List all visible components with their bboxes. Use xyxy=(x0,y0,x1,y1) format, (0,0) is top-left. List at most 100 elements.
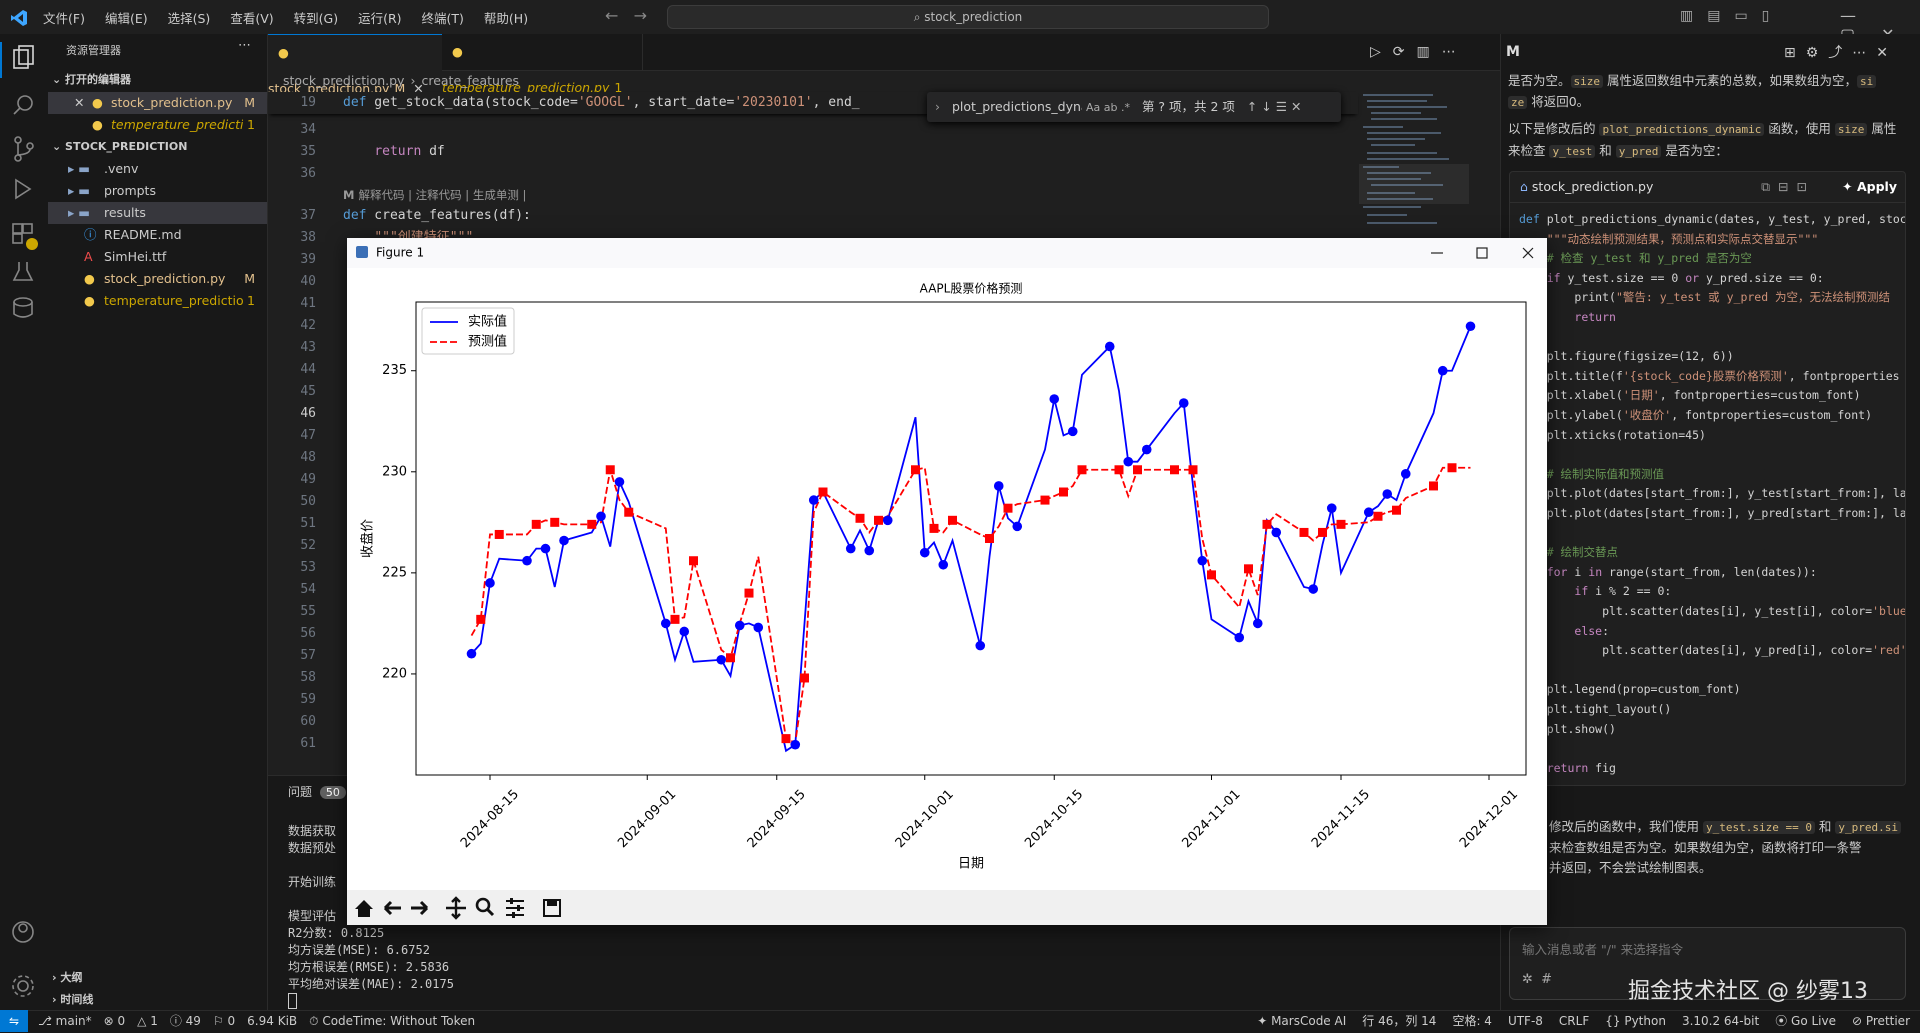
chat-code-line: return xyxy=(1574,310,1616,324)
status-item[interactable]: 3.10.2 64-bit xyxy=(1682,1010,1759,1032)
panel-tab[interactable]: 问题 50 xyxy=(288,782,346,803)
tab-close[interactable]: ✕ xyxy=(413,81,424,96)
find-input[interactable]: plot_predictions_dynai xyxy=(951,99,1082,114)
menu-item[interactable]: 选择(S) xyxy=(167,10,211,26)
status-item[interactable]: CRLF xyxy=(1559,1010,1589,1032)
marker xyxy=(726,653,735,663)
marker xyxy=(1234,632,1245,643)
open-editors-header[interactable]: ⌄ 打开的编辑器 xyxy=(52,73,132,86)
codelens-text: 解释代码 | 注释代码 | 生成单测 | xyxy=(358,188,527,202)
menu-item[interactable]: 查看(V) xyxy=(230,10,274,26)
tree-item[interactable]: ⓘ README.md xyxy=(48,224,267,246)
apply-button[interactable]: ✦ Apply xyxy=(1842,179,1897,194)
open-editor-item[interactable]: ✕ ● stock_prediction.py M xyxy=(48,92,267,114)
status-item[interactable]: ⊘ Prettier xyxy=(1851,1014,1910,1028)
marker xyxy=(1400,469,1411,479)
editor-tab[interactable]: ● temperature_prediction.py 1 xyxy=(442,34,643,95)
outline-header-label: 大纲 xyxy=(60,971,83,984)
terminal-line: 均方误差(MSE): 6.6752 xyxy=(288,943,430,957)
chat-input-tools[interactable]: ✲ # xyxy=(1522,972,1553,987)
code-text: return df xyxy=(374,144,445,159)
chat-text-line: 来检查数组是否为空。如果数组为空，函数将打印一条警 xyxy=(1549,837,1862,856)
line-number: 38 xyxy=(300,230,316,245)
sidebar-more[interactable]: ⋯ xyxy=(238,38,251,53)
chat-actions[interactable]: ⊞⚙⤴⋯✕ xyxy=(1784,45,1899,61)
status-item[interactable]: 6.94 KiB xyxy=(247,1010,297,1032)
python-icon: ● xyxy=(84,293,95,308)
menu-item[interactable]: 运行(R) xyxy=(358,10,402,26)
status-item[interactable]: △ 1 xyxy=(137,1014,158,1028)
chat-text-line: ze 将返回0。 xyxy=(1508,91,1589,110)
python-icon: ● xyxy=(92,95,103,110)
tree-item[interactable]: ▸ ▬ prompts xyxy=(48,180,267,202)
watermark: 掘金技术社区 @ 纱雾13 xyxy=(1628,979,1868,1004)
status-item[interactable]: 空格: 4 xyxy=(1452,1010,1492,1032)
menu-item[interactable]: 帮助(H) xyxy=(483,10,529,26)
chat-text-line: 修改后的函数中，我们使用 y_test.size == 0 和 y_pred.s… xyxy=(1549,816,1902,835)
chat-input[interactable]: 输入消息或者 "/" 来选择指令 ✲ # xyxy=(1509,927,1906,1000)
find-buttons[interactable]: ↑ ↓ ☰ ✕ xyxy=(1246,99,1302,114)
marker xyxy=(855,513,865,523)
code-line: 50 xyxy=(268,491,1358,513)
marker xyxy=(985,534,994,543)
code-line: 47 xyxy=(268,425,1358,447)
chat-code-line: # 绘制实际值和预测值 xyxy=(1546,466,1665,481)
chat-code-line: plt.title(f'{stock_code}股票价格预测', fontpro… xyxy=(1519,368,1900,383)
marker xyxy=(624,507,634,517)
status-item[interactable]: ⦿ Go Live xyxy=(1775,1014,1836,1028)
line-number: 46 xyxy=(300,406,316,421)
breadcrumb-item[interactable]: stock_prediction.py xyxy=(283,73,405,88)
chat-code-line: def plot_predictions_dynamic(dates, y_te… xyxy=(1519,212,1906,226)
outline-header[interactable]: › 大纲 xyxy=(52,971,83,984)
command-center[interactable]: ⌕ stock_prediction xyxy=(667,5,1269,29)
chat-text-line: 是否为空。 size 属性返回数组中元素的总数，如果数组为空， si xyxy=(1508,70,1877,89)
status-item[interactable]: ⎇ main* xyxy=(38,1014,92,1028)
remote-indicator[interactable]: ⇋ xyxy=(0,1010,28,1032)
folder-icon: ▸ ▬ xyxy=(68,161,91,176)
status-item[interactable]: ⓘ 49 xyxy=(169,1014,201,1028)
layout-controls[interactable]: ▥▤▭▯ xyxy=(1680,8,1784,24)
tree-item[interactable]: A SimHei.ttf xyxy=(48,246,267,268)
inline-code: plot_predictions_dynamic xyxy=(1599,123,1765,136)
toolbar-buttons[interactable] xyxy=(355,896,561,920)
inline-code: si xyxy=(1857,75,1877,88)
tree-item[interactable]: ● temperature_predictio... 1 xyxy=(48,290,267,312)
chat-code-line: if y_test.size == 0 or y_pred.size == 0: xyxy=(1546,270,1824,285)
menu-item[interactable]: 文件(F) xyxy=(43,10,85,26)
project-header[interactable]: ⌄ STOCK_PREDICTION xyxy=(52,140,188,153)
terminal-line: R2分数: 0.8125 xyxy=(288,926,385,940)
marker xyxy=(485,578,495,588)
marker xyxy=(753,622,764,633)
status-item[interactable]: ⏱ CodeTime: Without Token xyxy=(309,1014,476,1028)
open-editor-item[interactable]: ● temperature_predicti... 1 xyxy=(48,114,267,136)
marker xyxy=(559,535,569,546)
tree-item[interactable]: ● stock_prediction.py M xyxy=(48,268,267,290)
marker xyxy=(660,618,671,629)
y-axis-label: 收盘价 xyxy=(360,519,376,558)
status-item[interactable]: {} Python xyxy=(1605,1014,1666,1028)
status-item[interactable]: 行 46，列 14 xyxy=(1362,1010,1436,1032)
activity-icons[interactable] xyxy=(0,34,47,1010)
figure-window-controls[interactable] xyxy=(1431,247,1534,259)
status-item[interactable]: ✦ MarsCode AI xyxy=(1257,1014,1347,1028)
marker xyxy=(679,626,690,637)
chat-text-line: 来检查 y_test 和 y_pred 是否为空： xyxy=(1508,140,1728,159)
status-item[interactable]: ⚐ 0 xyxy=(212,1014,236,1028)
menu-item[interactable]: 终端(T) xyxy=(421,10,464,26)
codelens[interactable]: M 解释代码 | 注释代码 | 生成单测 | xyxy=(343,184,526,206)
editor-actions[interactable]: ▷⟳▥⋯ xyxy=(1370,44,1468,60)
tree-item[interactable]: ▸ ▬ results xyxy=(48,202,267,224)
chat-text-line: 并返回，不会尝试绘制图表。 xyxy=(1549,857,1712,876)
status-item[interactable]: ⊗ 0 xyxy=(103,1014,126,1028)
timeline-header[interactable]: › 时间线 xyxy=(52,993,94,1006)
status-text: 3.10.2 64-bit xyxy=(1681,1014,1760,1028)
nav-arrows[interactable]: ← → xyxy=(605,6,648,25)
editor-tab[interactable]: ● stock_prediction.py M ✕ xyxy=(268,34,443,96)
menu-item[interactable]: 编辑(E) xyxy=(104,10,148,26)
marker xyxy=(1178,398,1189,408)
menu-item[interactable]: 转到(G) xyxy=(293,10,339,26)
chat-code-line: if i % 2 == 0: xyxy=(1574,584,1672,599)
tree-item[interactable]: ▸ ▬ .venv xyxy=(48,158,267,180)
breadcrumb-item[interactable]: create_features xyxy=(421,73,520,88)
status-item[interactable]: UTF-8 xyxy=(1508,1010,1543,1032)
